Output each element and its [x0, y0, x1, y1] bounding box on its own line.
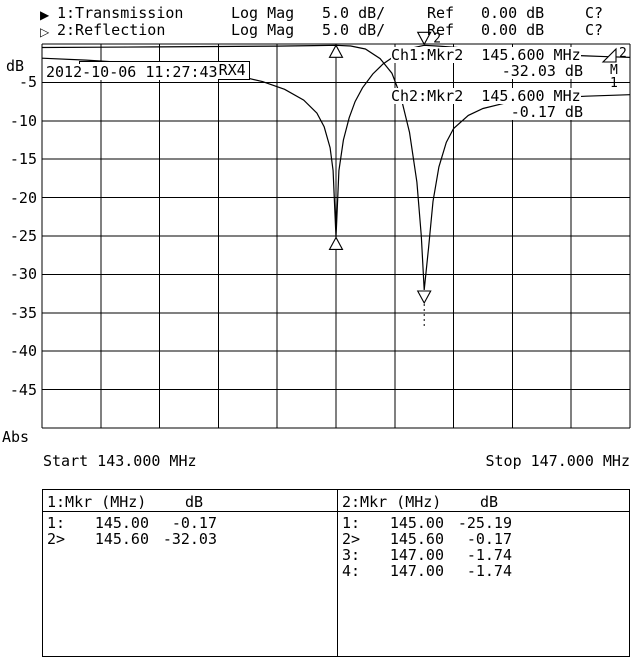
plot-datetime: 2012-10-06 11:27:43: [46, 63, 218, 81]
trace2-ref-value: 0.00 dB: [481, 21, 545, 39]
marker-frequency: 145.60: [94, 530, 149, 548]
marker-frequency: 147.00: [389, 546, 444, 564]
marker-table-trace1-rows: 1: 145.00 -0.17 2> 145.60 -32.03: [43, 512, 337, 548]
trace1-format: Log Mag: [231, 4, 295, 22]
marker-db: -0.17: [466, 530, 512, 548]
trace1-ref-value: 0.00 dB: [481, 4, 545, 22]
trace1-cal-status: C?: [585, 4, 604, 22]
marker-db: -0.17: [171, 514, 217, 532]
trace2-ref-label: Ref: [427, 21, 455, 39]
x-axis-start-label: Start 143.000 MHz: [43, 452, 197, 470]
marker-db: -32.03: [162, 530, 217, 548]
ch2-marker-value: -0.17 dB: [510, 103, 583, 121]
marker-frequency: 145.00: [389, 514, 444, 532]
edge-marker-one-label: 1: [610, 76, 618, 91]
ch1-marker-readout: Ch1:Mkr2 145.600 MHz: [391, 46, 581, 64]
trace2-inactive-icon: ▷: [40, 25, 50, 39]
marker-index: 2>: [342, 530, 361, 548]
trace2-cal-status: C?: [585, 21, 604, 39]
marker-index: 4:: [342, 562, 361, 580]
marker-triangle-icon: [328, 44, 344, 58]
marker-frequency: 147.00: [389, 562, 444, 580]
marker-row: 2> 145.60 -32.03: [43, 530, 337, 548]
marker-frequency: 145.00: [94, 514, 149, 532]
marker-index: 3:: [342, 546, 361, 564]
edge-marker-m-label: M: [610, 63, 618, 78]
y-axis-tick: -15: [9, 150, 37, 169]
marker-triangle-icon: [416, 31, 432, 46]
trace2-scale: 5.0 dB/: [322, 21, 386, 39]
marker-index: 1:: [47, 514, 66, 532]
ch2-marker-readout: Ch2:Mkr2 145.600 MHz: [391, 87, 581, 105]
ch1-marker-value: -32.03 dB: [501, 62, 583, 80]
marker-row: 1: 145.00 -25.19: [338, 514, 629, 532]
x-axis-stop-label: Stop 147.000 MHz: [485, 452, 631, 470]
y-axis-tick: -5: [18, 73, 37, 92]
marker-db: -25.19: [457, 514, 512, 532]
marker-row: 4: 147.00 -1.74: [338, 562, 629, 580]
marker-triangle-icon: [328, 236, 344, 251]
y-axis-tick: -40: [9, 342, 37, 361]
marker-table-trace1-header: 1:Mkr (MHz) dB: [43, 490, 337, 512]
marker-table-trace1-title: 1:Mkr (MHz): [47, 493, 147, 511]
y-axis-tick: -45: [9, 380, 37, 399]
trace2-format: Log Mag: [231, 21, 295, 39]
marker-db: -1.74: [466, 562, 512, 580]
marker-row: 3: 147.00 -1.74: [338, 546, 629, 564]
y-axis-tick: -35: [9, 303, 37, 322]
trace1-ref-label: Ref: [427, 4, 455, 22]
marker-table-trace2-header: 2:Mkr (MHz) dB: [338, 490, 629, 512]
trace1-label: 1:Transmission: [57, 4, 184, 22]
trace-transmission: [41, 44, 631, 291]
marker-row: 2> 145.60 -0.17: [338, 530, 629, 548]
marker-index: 1:: [342, 514, 361, 532]
edge-marker-number: 2: [619, 46, 627, 61]
trace1-active-icon: ▶: [40, 8, 50, 22]
marker-table: 1:Mkr (MHz) dB 1: 145.00 -0.17 2> 145.60 -32.…: [42, 489, 630, 657]
y-axis-tick: -25: [9, 227, 37, 245]
edge-marker-triangle-icon: [601, 47, 617, 63]
marker-table-trace2-title: 2:Mkr (MHz): [342, 493, 442, 511]
marker-triangle-icon: [416, 290, 432, 305]
marker-table-trace2-unit: dB: [480, 493, 499, 511]
marker-table-trace2: 2:Mkr (MHz) dB 1: 145.00 -25.19 2> 145.60 -0.…: [337, 490, 629, 656]
y-axis-tick: -10: [9, 111, 37, 130]
marker-table-trace1: 1:Mkr (MHz) dB 1: 145.00 -0.17 2> 145.60 -32.…: [43, 490, 337, 656]
marker-table-trace1-unit: dB: [185, 493, 204, 511]
y-axis-tick: -30: [9, 265, 37, 284]
marker-number-label: 2: [433, 31, 441, 46]
trace1-scale: 5.0 dB/: [322, 4, 386, 22]
marker-table-trace2-rows: 1: 145.00 -25.19 2> 145.60 -0.17 3: 147.00 -1.74…: [338, 512, 629, 580]
marker-db: -1.74: [466, 546, 512, 564]
y-axis-mode: Abs: [2, 428, 30, 446]
marker-row: 1: 145.00 -0.17: [43, 514, 337, 532]
marker-frequency: 145.60: [389, 530, 444, 548]
trace2-label: 2:Reflection: [57, 21, 166, 39]
y-axis-tick: -20: [9, 188, 37, 207]
y-axis-unit: dB: [6, 57, 25, 75]
marker-index: 2>: [47, 530, 66, 548]
